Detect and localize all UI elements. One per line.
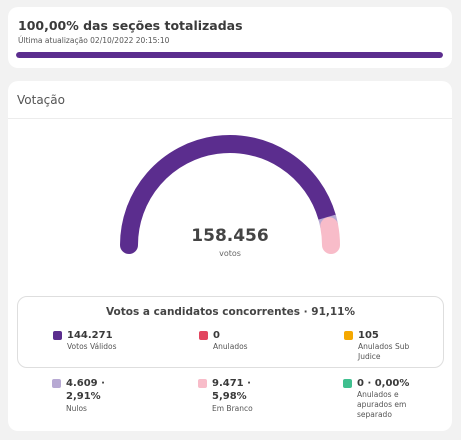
stat-value: 0	[213, 330, 220, 341]
stat-value: 144.271	[67, 330, 113, 341]
section-title: Votação	[17, 93, 65, 107]
progress-bar	[16, 52, 443, 58]
color-swatch	[344, 331, 353, 340]
stat-value: 4.609 · 2,91%	[66, 378, 105, 402]
divider	[8, 118, 452, 119]
color-swatch	[52, 379, 61, 388]
color-swatch	[198, 379, 207, 388]
stat-label: Anulados e apurados em separado	[357, 390, 407, 419]
total-votes-value: 158.456	[191, 226, 269, 246]
color-swatch	[199, 331, 208, 340]
color-swatch	[343, 379, 352, 388]
stat-label: Votos Válidos	[67, 342, 117, 351]
progress-card: 100,00% das seções totalizadas Última at…	[8, 7, 452, 68]
last-updated-text: Última atualização 02/10/2022 20:15:10	[18, 36, 170, 45]
stat-label: Nulos	[66, 404, 87, 413]
votes-gauge	[120, 135, 340, 254]
votacao-card: Votação 158.456 votos Votos a candidatos…	[8, 81, 452, 431]
stat-value: 0 · 0,00%	[357, 378, 410, 389]
gauge-segment-branco	[320, 217, 340, 254]
candidates-votes-title: Votos a candidatos concorrentes · 91,11%	[105, 306, 355, 318]
stat-label: Anulados Sub Judice	[358, 342, 410, 361]
color-swatch	[53, 331, 62, 340]
progress-bar-fill	[16, 52, 443, 58]
total-votes-unit: votos	[219, 249, 241, 258]
progress-title: 100,00% das seções totalizadas	[18, 18, 243, 33]
stat-value: 9.471 · 5,98%	[212, 378, 251, 402]
stat-label: Anulados	[213, 342, 248, 351]
stat-value: 105	[358, 330, 379, 341]
stat-label: Em Branco	[212, 404, 253, 413]
gauge-segment-validos	[120, 135, 337, 254]
candidates-votes-box: Votos a candidatos concorrentes · 91,11%…	[17, 296, 444, 368]
